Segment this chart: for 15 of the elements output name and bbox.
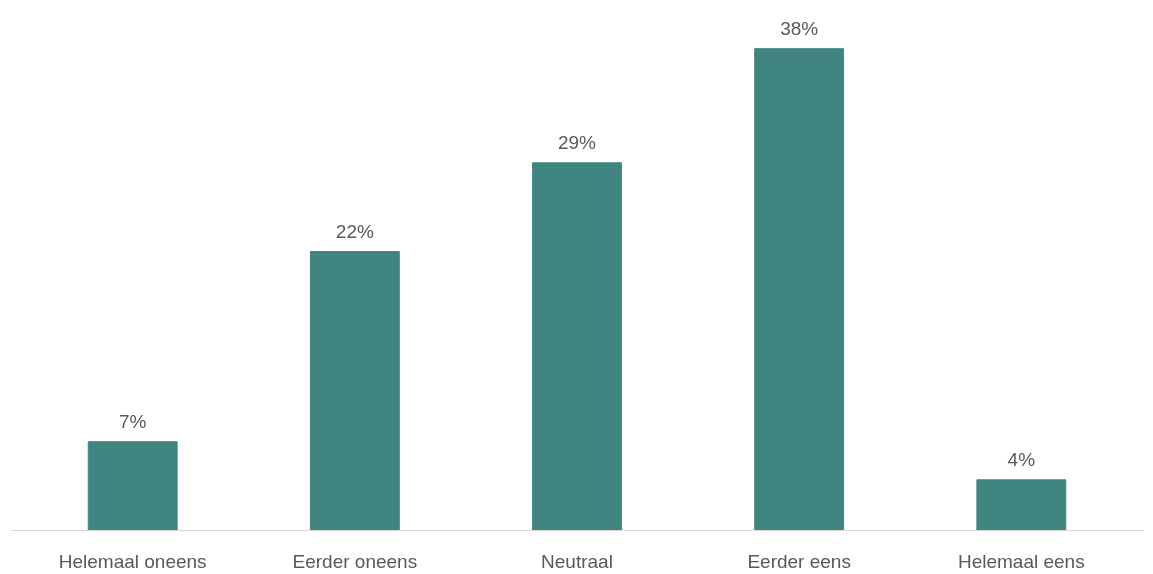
data-label: 7% [118, 410, 147, 432]
x-tick-label: Helemaal eens [957, 550, 1085, 572]
bar [309, 251, 400, 531]
bar [532, 162, 622, 531]
data-label: 22% [335, 220, 374, 242]
x-tick-label: Eerder eens [747, 550, 851, 572]
bar [976, 479, 1067, 531]
x-tick-label: Helemaal oneens [58, 550, 207, 572]
bar [754, 48, 845, 531]
data-label: 4% [1007, 448, 1036, 470]
data-label: 38% [780, 17, 819, 39]
x-tick-label: Eerder oneens [292, 550, 418, 572]
data-label: 29% [557, 131, 597, 153]
bar [87, 441, 178, 531]
x-tick-label: Neutraal [541, 550, 613, 572]
